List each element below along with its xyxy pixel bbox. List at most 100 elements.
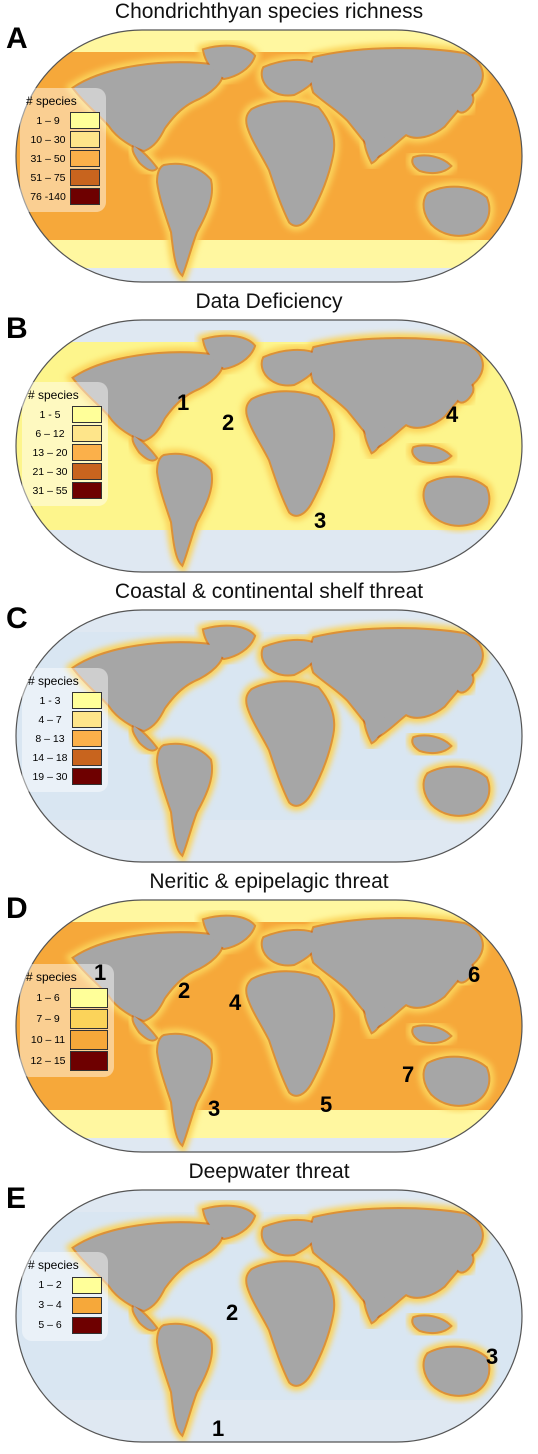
legend-label: 10 – 30 <box>30 133 66 146</box>
landmass <box>262 1220 320 1255</box>
legend-row: 4 – 7 <box>28 710 102 729</box>
region-number: 3 <box>208 1096 221 1121</box>
legend-row: 5 – 6 <box>28 1315 102 1335</box>
panel-title: Deepwater threat <box>188 1160 350 1183</box>
legend-row: 13 – 20 <box>28 443 102 462</box>
landmass <box>364 1287 386 1322</box>
world-map <box>15 29 523 283</box>
legend: # species 1 – 9 10 – 30 31 – 50 51 – 75 … <box>20 88 106 212</box>
legend-title: # species <box>26 970 77 984</box>
legend-swatch <box>72 749 102 766</box>
region-number: 2 <box>178 978 191 1003</box>
landmass <box>247 1262 334 1385</box>
landmass <box>262 640 320 675</box>
legend-row: 19 – 30 <box>28 767 102 786</box>
legend-swatch <box>72 406 102 423</box>
landmass <box>413 1316 450 1333</box>
landmass <box>458 672 473 692</box>
legend-title: # species <box>28 1258 79 1272</box>
legend-swatch <box>72 1296 102 1314</box>
legend-swatch <box>70 131 100 148</box>
legend-swatch <box>70 150 100 167</box>
legend-swatch <box>70 1050 108 1071</box>
landmass <box>262 930 320 965</box>
legend-label: 12 – 15 <box>30 1054 66 1067</box>
antarctica <box>16 558 522 572</box>
landmass <box>133 146 156 170</box>
legend-row: 3 – 4 <box>28 1295 102 1315</box>
legend-label: 21 – 30 <box>32 465 68 478</box>
panel-c: Coastal & continental shelf threat C # s… <box>0 580 538 870</box>
legend: # species 1 – 2 3 – 4 5 – 6 <box>22 1252 108 1341</box>
landmass <box>247 682 334 805</box>
landmass <box>247 972 334 1095</box>
landmass <box>158 744 212 854</box>
landmass <box>311 49 482 156</box>
panel-a: Chondrichthyan species richness A # spec… <box>0 0 538 290</box>
landmass <box>74 1223 223 1310</box>
legend-row: 1 - 3 <box>28 691 102 710</box>
landmass <box>311 919 482 1026</box>
legend-row: 10 – 11 <box>26 1029 108 1050</box>
landmass <box>133 726 156 750</box>
landmass <box>74 933 223 1020</box>
legend-label: 19 – 30 <box>32 770 68 783</box>
landmass <box>458 382 473 402</box>
legend-row: 10 – 30 <box>26 130 100 149</box>
landmass <box>133 436 156 460</box>
legend-swatch <box>72 463 102 480</box>
legend-swatch <box>70 987 108 1008</box>
legend-swatch <box>72 1276 102 1294</box>
landmass <box>311 629 482 736</box>
legend-label: 8 – 13 <box>35 732 65 745</box>
panel-b: Data Deficiency B # species 1 - 5 6 – 12… <box>0 290 538 580</box>
legend-row: 14 – 18 <box>28 748 102 767</box>
region-number: 3 <box>486 1344 499 1369</box>
antarctica <box>16 268 522 282</box>
legend-swatch <box>72 1316 102 1334</box>
legend-title: # species <box>28 388 79 402</box>
region-number: 2 <box>222 410 235 435</box>
region-number: 7 <box>402 1062 415 1087</box>
landmass <box>204 916 254 948</box>
panel-title: Data Deficiency <box>195 290 343 313</box>
map-outline <box>15 1189 523 1443</box>
legend-row: 12 – 15 <box>26 1050 108 1071</box>
legend-swatch <box>70 169 100 186</box>
legend-swatch <box>72 425 102 442</box>
landmass <box>311 1209 482 1316</box>
legend-label: 7 – 9 <box>36 1012 60 1025</box>
legend-label: 5 – 6 <box>38 1319 62 1331</box>
legend-title: # species <box>28 674 79 688</box>
legend-label: 1 - 5 <box>39 408 61 421</box>
landmass <box>158 164 212 274</box>
panel-letter: E <box>6 1182 27 1215</box>
antarctica <box>16 1428 522 1442</box>
legend: # species 1 - 5 6 – 12 13 – 20 21 – 30 3… <box>22 382 108 506</box>
legend-label: 1 – 2 <box>38 1279 62 1291</box>
legend-row: 21 – 30 <box>28 462 102 481</box>
legend: # species 1 – 6 7 – 9 10 – 11 12 – 15 <box>20 964 114 1077</box>
region-number: 6 <box>468 962 481 987</box>
landmass <box>262 350 320 385</box>
panel-title: Coastal & continental shelf threat <box>114 580 424 603</box>
map-outline <box>15 29 523 283</box>
legend-label: 31 – 55 <box>32 484 68 497</box>
landmass <box>204 336 254 368</box>
map-outline <box>15 319 523 573</box>
legend-row: 76 -140 <box>26 187 100 206</box>
legend-row: 51 – 75 <box>26 168 100 187</box>
region-number: 3 <box>314 508 327 533</box>
legend-swatch <box>72 482 102 499</box>
landmass <box>311 339 482 446</box>
legend-label: 1 – 6 <box>36 991 60 1004</box>
landmass <box>413 1026 450 1043</box>
panel-letter: D <box>6 892 28 925</box>
panel-d: Neritic & epipelagic threat D # species … <box>0 870 538 1160</box>
landmass <box>74 63 223 150</box>
region-number: 1 <box>177 390 190 415</box>
legend-label: 1 – 9 <box>36 114 60 127</box>
landmass <box>204 626 254 658</box>
map-outline <box>15 899 523 1153</box>
legend-row: 1 – 6 <box>26 987 108 1008</box>
